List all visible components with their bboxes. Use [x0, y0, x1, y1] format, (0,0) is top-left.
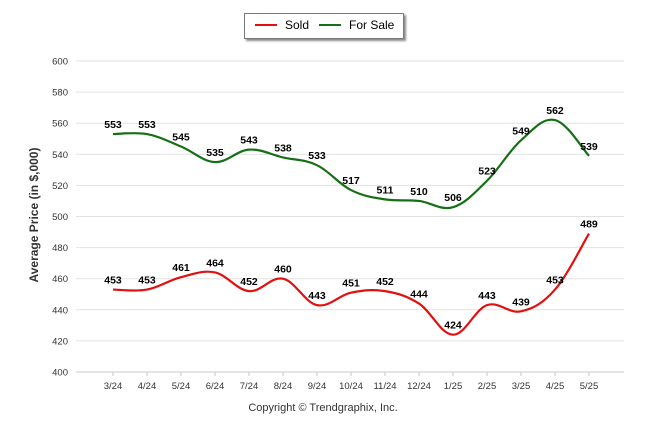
y-tick-label: 500: [52, 212, 68, 223]
legend-label-sold: Sold: [285, 18, 310, 32]
data-label-for-sale: 533: [308, 150, 326, 162]
y-tick-label: 400: [52, 368, 68, 379]
data-label-sold: 452: [376, 276, 394, 288]
x-tick-label: 2/25: [478, 381, 497, 392]
x-tick-label: 8/24: [274, 381, 293, 392]
x-tick-label: 10/24: [339, 381, 363, 392]
legend-label-for-sale: For Sale: [349, 18, 395, 32]
data-label-for-sale: 553: [138, 119, 156, 131]
legend-swatch-sold: [255, 24, 277, 26]
legend-item-sold[interactable]: Sold: [255, 18, 309, 32]
y-tick-label: 420: [52, 336, 68, 347]
data-label-sold: 464: [206, 257, 224, 269]
data-label-sold: 461: [172, 262, 190, 274]
y-tick-label: 600: [52, 57, 68, 68]
x-tick-label: 11/24: [373, 381, 396, 392]
data-label-sold: 453: [546, 275, 564, 287]
data-label-sold: 452: [240, 276, 258, 288]
x-tick-label: 12/24: [407, 381, 431, 392]
legend-item-for-sale[interactable]: For Sale: [319, 18, 394, 32]
data-label-sold: 451: [342, 278, 360, 290]
y-tick-label: 540: [52, 150, 68, 161]
data-label-for-sale: 539: [580, 141, 598, 153]
data-label-for-sale: 549: [512, 125, 530, 137]
x-tick-label: 1/25: [444, 381, 463, 392]
data-label-sold: 460: [274, 264, 292, 276]
x-tick-label: 7/24: [240, 381, 259, 392]
data-label-for-sale: 535: [206, 147, 224, 159]
x-tick-label: 4/24: [138, 381, 157, 392]
data-label-sold: 443: [478, 290, 496, 302]
copyright-text: Copyright © Trendgraphix, Inc.: [248, 402, 398, 414]
x-tick-label: 3/24: [104, 381, 123, 392]
y-tick-label: 440: [52, 305, 68, 316]
x-tick-label: 9/24: [308, 381, 327, 392]
legend: Sold For Sale: [244, 13, 404, 39]
series-line-for-sale: [112, 118, 590, 210]
x-tick-label: 5/24: [172, 381, 191, 392]
data-label-for-sale: 517: [342, 175, 360, 187]
legend-swatch-for-sale: [319, 24, 341, 26]
data-label-sold: 424: [444, 320, 462, 332]
y-tick-label: 560: [52, 119, 68, 130]
y-tick-label: 480: [52, 243, 68, 254]
data-label-for-sale: 545: [172, 132, 190, 144]
data-label-for-sale: 510: [410, 186, 428, 198]
data-label-sold: 444: [410, 289, 428, 301]
y-tick-label: 520: [52, 181, 68, 192]
data-label-sold: 489: [580, 219, 598, 231]
data-label-for-sale: 511: [377, 184, 394, 196]
x-tick-label: 5/25: [580, 381, 599, 392]
data-label-for-sale: 523: [478, 166, 496, 178]
series-line-sold: [112, 233, 590, 336]
data-label-for-sale: 543: [240, 135, 258, 147]
x-tick-label: 3/25: [512, 381, 531, 392]
x-tick-label: 4/25: [546, 381, 565, 392]
data-label-sold: 439: [512, 296, 530, 308]
data-label-for-sale: 553: [104, 119, 122, 131]
data-label-for-sale: 562: [546, 105, 564, 117]
data-label-for-sale: 538: [274, 142, 292, 154]
data-label-sold: 453: [138, 275, 156, 287]
y-tick-label: 580: [52, 88, 68, 99]
data-label-sold: 443: [308, 290, 326, 302]
y-tick-label: 460: [52, 274, 68, 285]
data-label-sold: 453: [104, 275, 122, 287]
x-tick-label: 6/24: [206, 381, 225, 392]
data-label-for-sale: 506: [444, 192, 462, 204]
